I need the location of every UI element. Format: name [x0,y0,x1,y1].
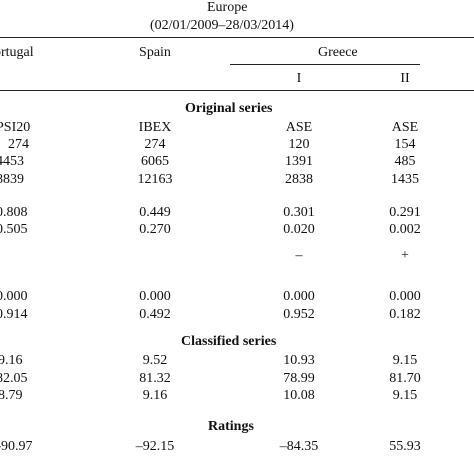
cell-r2-greece1: 120 [288,137,310,152]
cell-r7-greece1: – [295,248,303,263]
cell-r8-portugal: 0.000 [0,289,28,304]
cell-r6-greece2: 0.002 [389,222,421,237]
cell-r4-greece2: 1435 [391,172,419,187]
cell-r6-spain: 0.270 [139,222,171,237]
top-rule [0,37,474,38]
cell-r5-greece2: 0.291 [389,205,421,220]
cell-r4-spain: 12163 [137,172,173,187]
cell-r11-portugal: 82.05 [0,371,28,386]
cell-r2-greece2: 154 [394,137,416,152]
cell-r9-greece1: 0.952 [283,307,315,322]
cell-r7-greece2: + [401,248,409,263]
period-heading: (02/01/2009–28/03/2014) [150,18,294,33]
cell-r2-portugal: 274 [8,137,29,152]
cell-r12-greece1: 10.08 [283,388,315,403]
cell-r4-portugal: 8839 [0,172,24,187]
column-greece-1: I [296,71,302,86]
cell-r8-greece2: 0.000 [389,289,421,304]
cell-r8-spain: 0.000 [139,289,171,304]
cell-r12-portugal: 8.79 [0,388,23,403]
cell-r5-portugal: 0.808 [0,205,28,220]
cell-r10-spain: 9.52 [142,353,168,368]
cell-r13-greece2: 55.93 [389,439,421,454]
cell-r2-spain: 274 [144,137,166,152]
cell-r8-greece1: 0.000 [283,289,315,304]
cell-r5-spain: 0.449 [139,205,171,220]
cell-r3-spain: 6065 [141,154,169,169]
header-rule [0,90,474,91]
cell-r13-spain: –92.15 [135,439,175,454]
cell-r11-greece2: 81.70 [389,371,421,386]
cell-r4-greece1: 2838 [285,172,313,187]
column-portugal: ortugal [0,45,34,60]
cell-r13-portugal: –90.97 [0,439,33,454]
greece-rule [230,64,420,65]
cell-r3-greece2: 485 [394,154,416,169]
cell-r9-portugal: 0.914 [0,307,28,322]
cell-r10-portugal: 9.16 [0,353,23,368]
cell-r11-spain: 81.32 [139,371,171,386]
cell-r3-greece1: 1391 [285,154,313,169]
column-greece: Greece [318,45,358,60]
cell-r1-spain: IBEX [138,120,172,135]
cell-r6-portugal: 0.505 [0,222,28,237]
cell-r11-greece1: 78.99 [283,371,315,386]
cell-r9-greece2: 0.182 [389,307,421,322]
cell-r12-spain: 9.16 [142,388,168,403]
column-spain: Spain [139,45,171,60]
cell-r13-greece1: –84.35 [279,439,319,454]
section-classified: Classified series [181,334,277,349]
cell-r10-greece1: 10.93 [283,353,315,368]
region-heading: Europe [207,0,248,15]
cell-r1-greece2: ASE [391,120,419,135]
cell-r1-greece1: ASE [285,120,313,135]
cell-r5-greece1: 0.301 [283,205,315,220]
cell-r10-greece2: 9.15 [392,353,418,368]
cell-r1-portugal: PSI20 [0,120,31,135]
cell-r12-greece2: 9.15 [392,388,418,403]
section-ratings: Ratings [208,419,254,434]
column-greece-2: II [400,71,410,86]
cell-r9-spain: 0.492 [139,307,171,322]
cell-r6-greece1: 0.020 [283,222,315,237]
section-original: Original series [185,101,273,116]
